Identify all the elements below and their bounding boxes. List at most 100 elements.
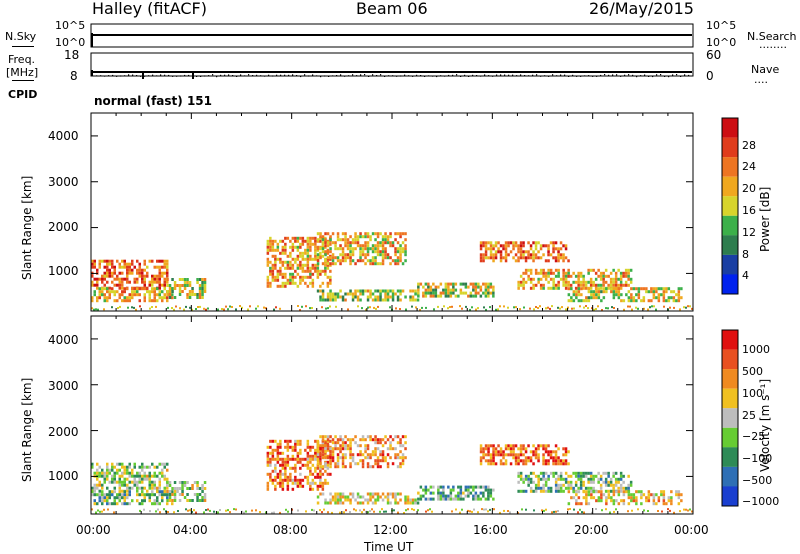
power-cell (612, 280, 615, 284)
velocity-cell (316, 472, 320, 476)
power-cell (592, 268, 595, 272)
velocity-cell (577, 496, 581, 500)
velocity-cell (279, 469, 282, 473)
velocity-cell (299, 451, 302, 455)
power-cell (336, 292, 340, 296)
power-cell (386, 241, 390, 245)
power-cell (195, 308, 197, 310)
velocity-cell (301, 478, 305, 482)
velocity-cell (485, 508, 487, 511)
colorbar-frame (721, 329, 739, 507)
power-cell (429, 291, 433, 295)
velocity-cell (564, 462, 568, 466)
power-cell (524, 250, 528, 254)
velocity-cell (645, 496, 648, 500)
velocity-cell (580, 502, 583, 506)
velocity-cell (316, 441, 320, 445)
velocity-cell (185, 508, 187, 511)
power-cell (324, 250, 327, 254)
power-cell (291, 278, 295, 282)
velocity-cell (299, 484, 302, 488)
power-cell (614, 271, 618, 275)
power-cell (557, 274, 560, 278)
nave-point (292, 74, 294, 76)
power-cell (351, 238, 355, 242)
power-cell (121, 277, 124, 281)
power-cell (281, 251, 285, 255)
velocity-cell (562, 459, 565, 463)
velocity-cell (537, 474, 540, 478)
power-cell (141, 287, 144, 291)
power-cell (574, 274, 578, 278)
velocity-cell (499, 447, 503, 451)
power-cell (482, 256, 485, 260)
nave-point (364, 74, 366, 76)
power-cell (299, 281, 302, 285)
velocity-cell (271, 481, 275, 485)
velocity-cell (484, 485, 488, 489)
power-cell (133, 306, 135, 309)
power-cell (168, 293, 172, 296)
velocity-cell (376, 441, 380, 445)
power-cell (594, 283, 598, 287)
power-cell (316, 263, 320, 267)
power-cell (344, 298, 347, 302)
velocity-cell (554, 480, 558, 484)
velocity-cell (492, 459, 495, 463)
velocity-cell (131, 471, 134, 475)
velocity-cell (554, 450, 558, 454)
power-cell (153, 265, 156, 269)
power-cell (311, 278, 315, 282)
power-cell (577, 274, 580, 278)
velocity-cell (203, 496, 207, 499)
power-cell (629, 280, 633, 284)
power-cell (399, 235, 402, 239)
velocity-cell (106, 465, 109, 469)
power-cell (577, 290, 581, 294)
power-colorbar-swatch (722, 176, 738, 197)
velocity-cell (344, 498, 347, 502)
velocity-cell (294, 475, 297, 479)
nave-point (660, 74, 662, 76)
velocity-cell (597, 471, 600, 475)
velocity-cell (281, 472, 285, 476)
velocity-cell (336, 441, 340, 445)
nave-point (108, 75, 110, 77)
velocity-cell (524, 474, 528, 478)
velocity-cell (276, 445, 280, 449)
power-cell (289, 278, 292, 282)
velocity-cell (314, 451, 317, 455)
power-cell (610, 287, 613, 291)
power-cell (113, 265, 116, 269)
velocity-cell (128, 490, 131, 494)
power-cell (394, 262, 397, 266)
power-cell (484, 294, 488, 298)
power-cell (545, 307, 547, 310)
power-cell (549, 286, 553, 290)
power-cell (361, 250, 365, 254)
velocity-cell (559, 489, 563, 493)
power-cell (113, 268, 116, 272)
power-cell (429, 285, 433, 289)
power-cell (361, 253, 365, 257)
velocity-cell (106, 477, 109, 481)
power-cell (93, 262, 96, 266)
velocity-cell (291, 457, 295, 461)
velocity-cell (467, 491, 470, 495)
velocity-cell (334, 441, 337, 445)
power-cell (602, 290, 606, 294)
velocity-cell (454, 494, 458, 498)
velocity-cell (306, 451, 310, 455)
nave-point (616, 74, 618, 76)
velocity-cell (371, 438, 375, 442)
power-cell (489, 241, 493, 245)
velocity-cell (519, 444, 523, 448)
power-cell (447, 291, 450, 295)
velocity-cell (585, 499, 588, 503)
velocity-cell (304, 457, 307, 461)
velocity-cell (549, 456, 553, 460)
velocity-cell (141, 474, 144, 478)
velocity-cell (364, 444, 367, 448)
power-cell (131, 268, 134, 272)
velocity-cell (600, 490, 603, 494)
